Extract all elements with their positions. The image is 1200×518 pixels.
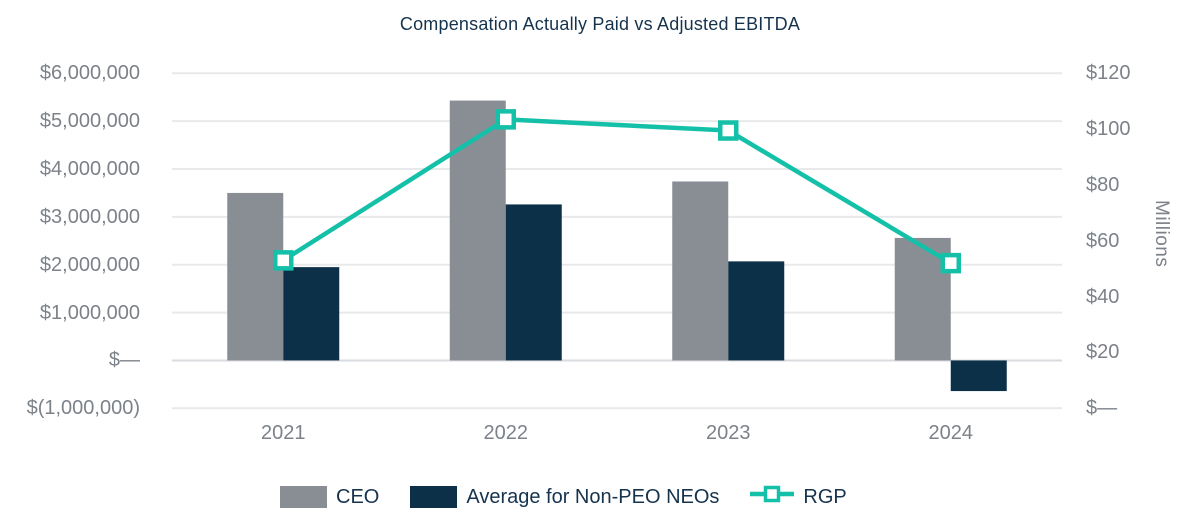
- nonpeo-swatch-icon: [410, 485, 458, 508]
- left-axis-tick-label: $4,000,000: [39, 158, 140, 180]
- ceo-swatch-icon: [280, 485, 327, 508]
- rgp-marker-2022: [495, 109, 516, 130]
- rgp-marker-2024: [940, 252, 961, 274]
- x-axis-tick-label: 2021: [261, 422, 306, 444]
- rgp-marker-2023: [718, 120, 739, 141]
- bar-nonpeo-2023: [728, 261, 785, 361]
- bar-nonpeo-2021: [283, 267, 340, 361]
- legend-item-ceo: CEO: [280, 485, 379, 509]
- chart-title: Compensation Actually Paid vs Adjusted E…: [399, 14, 801, 34]
- left-axis-tick-label: $6,000,000: [39, 62, 140, 85]
- right-axis-tick-label: $40: [1086, 285, 1120, 308]
- legend-item-nonpeo: Average for Non-PEO NEOs: [410, 485, 719, 509]
- x-axis-tick-label: 2024: [928, 422, 974, 444]
- left-axis-tick-label: $2,000,000: [39, 253, 140, 276]
- right-axis-tick-label: $80: [1086, 173, 1120, 196]
- left-axis: $6,000,000 $5,000,000 $4,000,000 $3,000,000…: [0, 0, 140, 518]
- left-axis-tick-label: $(1,000,000): [26, 397, 140, 420]
- bar-nonpeo-2024: [950, 360, 1007, 392]
- left-axis-tick-label: $—: [108, 349, 140, 372]
- x-axis-tick-label: 2022: [483, 422, 529, 444]
- left-axis-tick-label: $1,000,000: [39, 301, 140, 324]
- bar-ceo-2023: [672, 181, 729, 361]
- rgp-line-marker-icon: [750, 483, 795, 510]
- x-axis-tick-label: 2023: [706, 422, 751, 444]
- right-axis-tick-label: $120: [1086, 62, 1131, 85]
- right-axis: $120 $100 $80 $60 $40 $20 $—: [1086, 0, 1176, 518]
- right-axis-tick-label: $60: [1086, 229, 1120, 252]
- legend-label-nonpeo: Average for Non-PEO NEOs: [466, 485, 720, 508]
- left-axis-tick-label: $3,000,000: [39, 205, 140, 228]
- bar-ceo-2022: [449, 100, 506, 361]
- legend-label-ceo: CEO: [336, 485, 380, 508]
- legend-label-rgp: RGP: [803, 485, 847, 508]
- right-axis-title: Millions: [1151, 200, 1172, 268]
- right-axis-tick-label: $100: [1086, 118, 1131, 141]
- legend-item-rgp: RGP: [750, 483, 847, 510]
- bar-ceo-2021: [227, 192, 284, 361]
- rgp-marker-2021: [273, 250, 294, 271]
- rgp-line: [282, 117, 952, 266]
- legend: CEO Average for Non-PEO NEOs RGP: [280, 483, 847, 510]
- right-axis-tick-label: $—: [1086, 397, 1118, 420]
- right-axis-tick-label: $20: [1086, 341, 1120, 364]
- bar-nonpeo-2022: [505, 204, 562, 361]
- left-axis-tick-label: $5,000,000: [39, 110, 140, 133]
